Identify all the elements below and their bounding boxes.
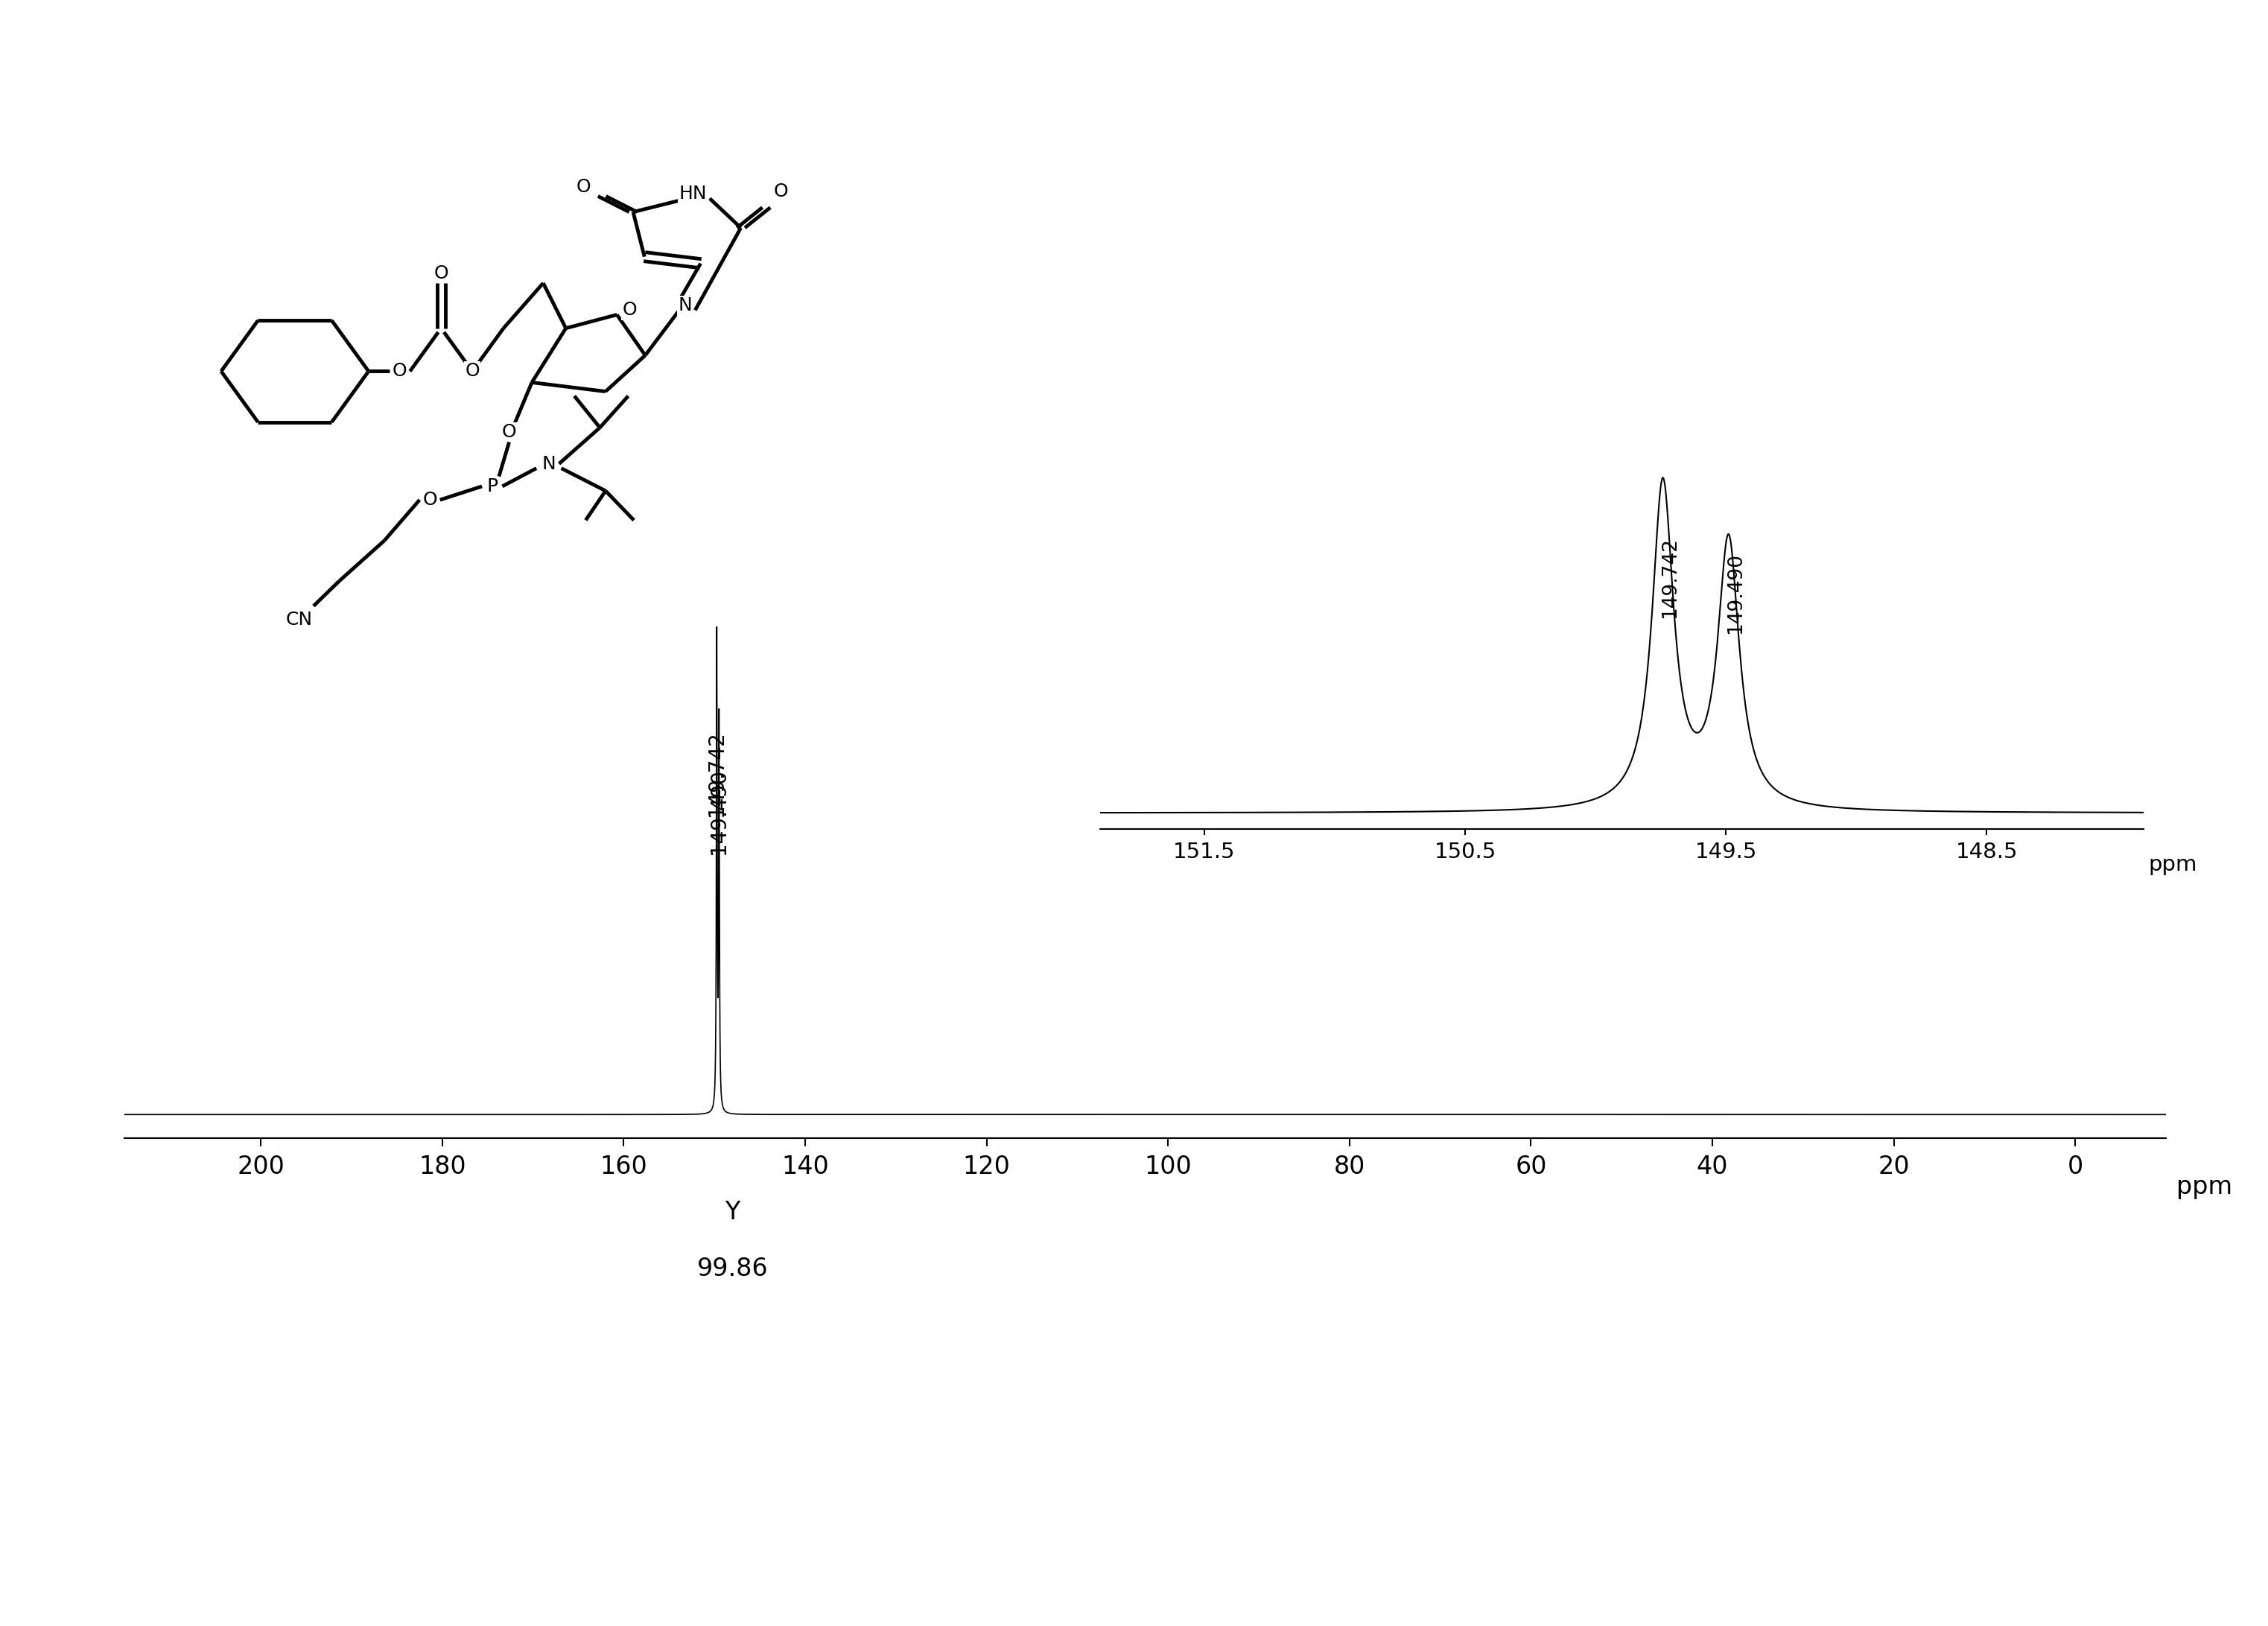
Text: Y: Y: [726, 1200, 739, 1224]
Text: O: O: [501, 423, 517, 441]
Text: O: O: [465, 363, 479, 380]
Text: 149.742: 149.742: [705, 732, 728, 816]
Text: 149.490: 149.490: [708, 769, 730, 854]
Text: O: O: [576, 179, 592, 197]
Text: N: N: [678, 296, 692, 314]
Text: ppm: ppm: [2148, 854, 2198, 875]
Text: 149.742: 149.742: [1660, 537, 1681, 618]
Text: ppm: ppm: [2177, 1174, 2232, 1200]
Text: O: O: [621, 301, 637, 319]
Text: P: P: [488, 478, 497, 496]
Text: CN: CN: [286, 611, 313, 629]
Text: O: O: [773, 182, 787, 200]
Text: N: N: [542, 455, 556, 473]
Text: HN: HN: [678, 185, 708, 203]
Text: 99.86: 99.86: [696, 1257, 769, 1281]
Text: 149.490: 149.490: [1726, 553, 1746, 634]
Text: O: O: [422, 491, 438, 509]
Text: O: O: [433, 263, 449, 281]
Text: O: O: [392, 363, 406, 380]
